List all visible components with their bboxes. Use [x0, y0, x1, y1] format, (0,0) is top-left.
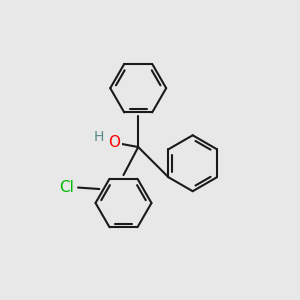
Text: O: O	[108, 135, 120, 150]
Text: H: H	[94, 130, 104, 144]
Text: Cl: Cl	[59, 180, 74, 195]
